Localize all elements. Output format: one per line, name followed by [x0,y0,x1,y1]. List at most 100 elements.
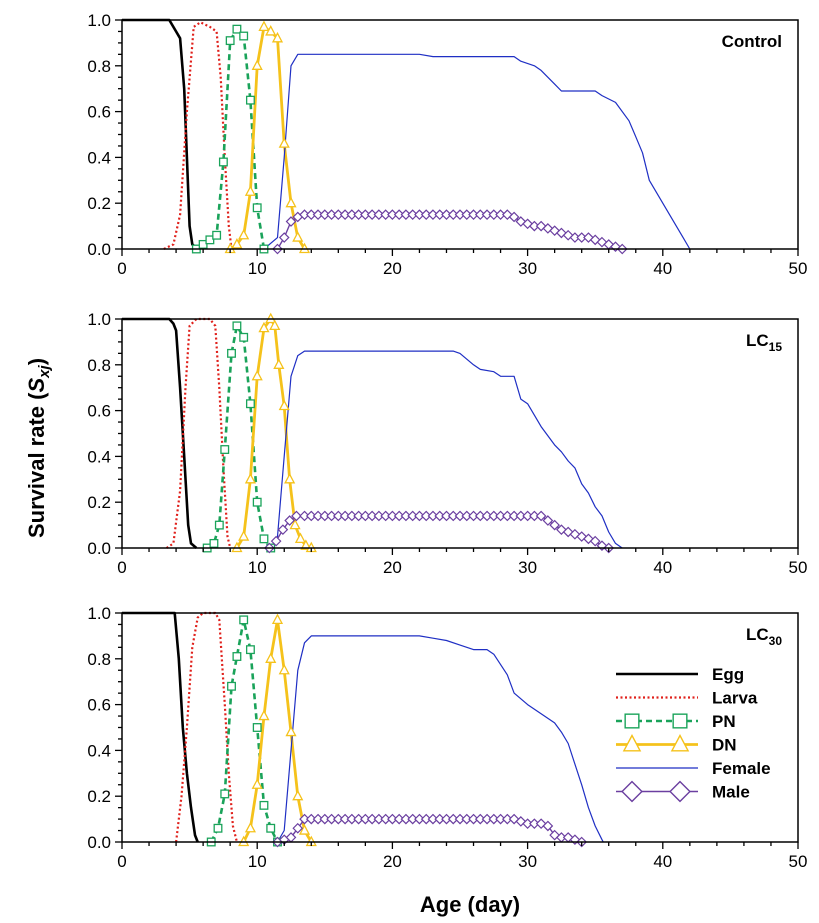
marker-dn [265,25,277,36]
y-tick-label: 0.2 [87,787,111,806]
marker-pn [213,823,223,833]
legend-marker-pn [624,713,640,729]
x-tick-label: 20 [383,558,402,577]
legend: Egg Larva PN DN Female Male [616,665,771,803]
marker-pn [232,24,242,34]
y-tick-label: 1.0 [87,11,111,30]
panel-2: 0 10 20 30 40 50 0.0 0.2 0.4 0.6 0.8 1.0 LC15 [87,310,807,577]
marker-pn [227,348,236,358]
panel-label-main: LC [746,331,769,350]
series-line-male [268,515,609,549]
marker-male [291,510,302,522]
series-line-larva [175,611,238,843]
marker-pn [209,538,219,548]
y-axis-title-paren-open: ( [24,392,49,406]
marker-pn [198,239,208,249]
marker-dn [273,358,285,369]
series-line-female [276,635,604,843]
x-tick-label: 40 [653,259,672,278]
marker-dn [298,824,311,835]
x-tick-label: 30 [518,852,537,871]
marker-dn [289,518,301,530]
y-tick-label: 0.4 [87,148,111,167]
marker-dn [238,228,250,240]
series-line-larva [165,317,232,549]
series-line-egg [122,18,199,250]
x-tick-label: 0 [117,558,126,577]
marker-dn [251,369,263,381]
y-tick-label: 0.6 [87,402,111,421]
marker-dn [269,319,281,331]
marker-male [278,232,290,243]
legend-marker-male [669,780,691,803]
marker-dn [278,663,290,675]
y-tick-label: 0.4 [87,741,111,760]
series-line-pn [206,324,272,550]
legend-marker-pn [672,713,688,729]
y-tick-label: 0.6 [87,103,111,122]
legend-label-larva: Larva [712,689,758,708]
x-tick-label: 0 [117,259,126,278]
marker-male [285,216,297,227]
x-tick-label: 50 [789,259,808,278]
marker-male [542,820,554,832]
panel-label-main: Control [722,32,782,51]
marker-male [292,822,304,834]
marker-pn [245,399,255,409]
marker-male [535,510,547,522]
marker-pn [232,652,242,661]
series-line-female [270,350,623,549]
legend-marker-dn [670,734,690,752]
x-tick-label: 10 [248,558,267,577]
y-tick-label: 0.8 [87,650,111,669]
marker-dn [238,530,250,541]
y-tick-label: 0.2 [87,493,111,512]
y-tick-label: 0.8 [87,57,111,76]
legend-label-male: Male [712,783,750,802]
x-tick-label: 10 [248,259,267,278]
marker-dn [258,20,270,32]
marker-dn [271,613,284,625]
legend-label-pn: PN [712,712,736,731]
panel-label-subscript: 30 [769,634,783,648]
marker-pn [239,332,249,342]
marker-dn [284,472,296,484]
marker-pn [225,36,235,46]
series-line-larva [163,21,233,250]
marker-pn [239,615,249,625]
marker-pn [239,31,249,41]
marker-dn [244,472,257,484]
marker-male [549,519,560,531]
marker-dn [278,399,290,411]
legend-label-dn: DN [712,736,737,755]
marker-pn [212,230,222,240]
x-tick-label: 0 [117,852,126,871]
panel-label-subscript: 15 [769,340,783,354]
marker-dn [251,778,263,789]
marker-pn [214,520,224,530]
marker-pn [218,157,228,167]
y-tick-label: 0.8 [87,356,111,375]
marker-pn [220,789,230,799]
marker-dn [251,59,263,70]
legend-label-female: Female [712,759,771,778]
marker-dn [244,185,257,196]
marker-pn [227,681,236,691]
marker-pn [205,235,215,245]
x-tick-label: 20 [383,259,402,278]
marker-pn [252,203,262,213]
marker-pn [245,645,255,655]
marker-dn [258,709,270,721]
series-line-dn [229,25,306,251]
y-axis-title-subscript: xj [36,364,53,378]
series-line-egg [122,317,198,549]
marker-male [542,515,554,526]
marker-male [508,211,520,223]
marker-dn [292,231,304,242]
y-axis-title-paren-close: ) [24,358,49,365]
y-tick-label: 0.0 [87,240,111,259]
marker-pn [232,321,242,331]
panel-3: 0 10 20 30 40 500.00.20.40.60.81.0LC30EggLarv… [87,604,807,871]
plot-frame [121,612,799,843]
